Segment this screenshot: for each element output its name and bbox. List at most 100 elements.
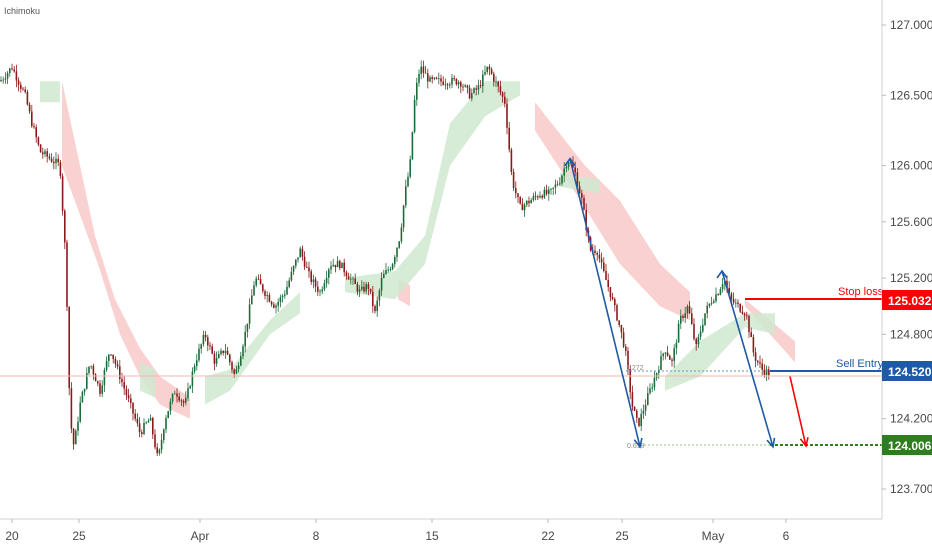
candle bbox=[70, 382, 73, 433]
candle bbox=[191, 367, 194, 393]
time-axis[interactable]: 20 25 Apr 8 15 22 25 May 6 bbox=[5, 519, 790, 543]
candle bbox=[273, 302, 275, 309]
candle bbox=[400, 223, 403, 244]
candle bbox=[33, 122, 35, 129]
candle bbox=[110, 354, 112, 356]
candle bbox=[328, 267, 330, 285]
candle bbox=[695, 337, 697, 351]
x-tick-label: Apr bbox=[191, 529, 210, 543]
candle bbox=[746, 311, 748, 320]
candle bbox=[541, 194, 543, 200]
candle bbox=[165, 415, 167, 433]
candle bbox=[413, 95, 416, 134]
candle bbox=[136, 413, 139, 427]
candle bbox=[2, 76, 4, 84]
candle bbox=[301, 245, 304, 261]
candle bbox=[26, 89, 29, 106]
candle bbox=[517, 193, 519, 203]
candle bbox=[244, 325, 246, 353]
candle bbox=[427, 68, 429, 89]
candle bbox=[501, 91, 504, 103]
candle bbox=[446, 82, 449, 90]
cloud-green-1 bbox=[140, 362, 155, 398]
candle bbox=[248, 298, 251, 329]
candle bbox=[554, 179, 557, 195]
candle bbox=[748, 314, 750, 338]
candle bbox=[55, 152, 57, 170]
candle bbox=[616, 303, 618, 322]
candle bbox=[627, 347, 629, 375]
candle bbox=[229, 353, 231, 366]
candle bbox=[94, 373, 97, 382]
x-tick-label: 22 bbox=[541, 529, 555, 543]
candle bbox=[66, 239, 68, 311]
candle bbox=[497, 80, 499, 93]
candle bbox=[638, 417, 640, 428]
candle bbox=[145, 421, 147, 425]
candle bbox=[48, 153, 51, 161]
candle bbox=[693, 318, 695, 341]
candle bbox=[691, 307, 693, 325]
candle bbox=[39, 144, 42, 153]
candle bbox=[574, 161, 576, 177]
candle bbox=[759, 355, 761, 368]
candle bbox=[330, 261, 332, 274]
candle bbox=[198, 343, 200, 363]
candle bbox=[655, 372, 658, 381]
candle bbox=[149, 414, 152, 421]
candle bbox=[488, 64, 491, 76]
candle bbox=[737, 299, 739, 308]
pattern-arrow-head-1 bbox=[716, 269, 728, 279]
candle bbox=[13, 66, 15, 73]
candle bbox=[204, 331, 207, 342]
candle bbox=[460, 80, 462, 94]
candle bbox=[477, 79, 480, 95]
candle bbox=[644, 399, 647, 416]
candle bbox=[416, 77, 418, 106]
candle bbox=[515, 181, 517, 199]
price-axis[interactable]: 127.000 126.500 126.000 125.600 125.200 124.8… bbox=[882, 18, 932, 496]
candle bbox=[576, 168, 579, 188]
candle bbox=[537, 194, 539, 201]
candle bbox=[154, 429, 156, 450]
candle bbox=[72, 428, 75, 450]
candle bbox=[455, 78, 458, 86]
candle bbox=[176, 388, 178, 403]
candle bbox=[398, 240, 400, 249]
candle bbox=[209, 341, 211, 350]
candle bbox=[523, 202, 526, 217]
candle bbox=[319, 289, 321, 297]
candle bbox=[666, 345, 669, 357]
candle bbox=[303, 251, 306, 270]
candle bbox=[286, 280, 288, 296]
candle bbox=[389, 266, 392, 272]
candle bbox=[50, 153, 53, 163]
x-tick-label: 25 bbox=[72, 529, 86, 543]
candle bbox=[717, 293, 719, 296]
candle bbox=[603, 257, 605, 273]
candle bbox=[200, 343, 202, 354]
candle bbox=[116, 360, 119, 370]
candle bbox=[130, 393, 132, 409]
candle bbox=[6, 71, 9, 84]
candle bbox=[253, 281, 255, 296]
candle bbox=[336, 256, 339, 268]
candle bbox=[114, 356, 117, 368]
candle bbox=[699, 325, 702, 341]
candle bbox=[548, 186, 550, 201]
candle bbox=[119, 360, 121, 384]
candle bbox=[222, 350, 224, 356]
candle bbox=[697, 333, 700, 348]
candle bbox=[545, 184, 548, 196]
candle bbox=[380, 272, 383, 296]
candle bbox=[422, 60, 425, 78]
candle bbox=[108, 354, 110, 368]
candle bbox=[457, 80, 460, 89]
x-tick-label: 6 bbox=[783, 529, 790, 543]
candle bbox=[484, 65, 486, 76]
candle bbox=[215, 351, 218, 367]
candle bbox=[539, 191, 541, 199]
candle bbox=[75, 428, 77, 445]
candle bbox=[743, 312, 746, 321]
